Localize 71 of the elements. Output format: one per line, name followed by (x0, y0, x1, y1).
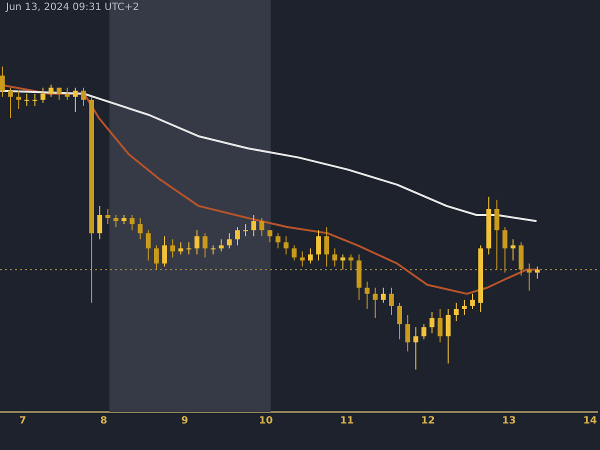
candlestick (130, 214, 135, 231)
x-tick-label: 7 (19, 416, 26, 427)
candlestick (202, 232, 208, 258)
x-tick-label: 12 (420, 416, 435, 427)
candlestick (64, 87, 70, 100)
candlestick (372, 287, 378, 319)
candlestick (300, 250, 305, 268)
candlestick (348, 254, 354, 270)
candlestick (235, 226, 240, 246)
candlestick (446, 308, 451, 364)
candlestick (454, 302, 459, 322)
x-tick-label: 9 (181, 416, 188, 427)
candlestick (97, 205, 102, 240)
candlestick (340, 254, 346, 270)
candlestick (462, 299, 467, 316)
candlestick (438, 308, 443, 343)
candlestick (380, 287, 386, 304)
x-tick-label: 13 (502, 416, 516, 427)
candlestick (210, 244, 216, 255)
candlestick (259, 218, 264, 237)
candlestick (470, 293, 475, 310)
candlestick (24, 93, 30, 106)
candlestick (138, 218, 143, 240)
candlestick (405, 314, 410, 352)
candlestick (267, 230, 272, 243)
candlestick (413, 326, 418, 370)
candlestick (226, 232, 232, 249)
candlestick (308, 248, 313, 264)
candlestick (81, 87, 86, 106)
candlestick (0, 66, 5, 98)
candlestick (316, 230, 321, 261)
candlestick (56, 87, 62, 100)
candlestick (251, 214, 256, 237)
candlestick (146, 230, 151, 261)
x-tick-label: 10 (258, 416, 273, 427)
candlestick (16, 90, 22, 110)
candlestick (122, 214, 126, 225)
candlestick (48, 84, 54, 98)
candlestick (113, 214, 118, 228)
candlestick (32, 93, 38, 106)
candlestick (154, 244, 159, 270)
candlestick (243, 224, 248, 237)
candlestick (389, 287, 394, 316)
x-tick-label: 14 (583, 416, 598, 427)
candlestick (72, 87, 78, 112)
candlestick (397, 302, 402, 340)
x-tick-label: 8 (100, 416, 108, 427)
candlestick (105, 208, 110, 225)
candlestick (178, 242, 184, 255)
x-tick-label: 11 (340, 416, 354, 427)
candlestick (218, 238, 224, 252)
candlestick (170, 238, 176, 258)
text: Jun 13, 2024 09:31 UTC+2 (6, 2, 140, 13)
candlestick (534, 266, 540, 280)
candlestick (292, 244, 297, 261)
candlestick (502, 226, 508, 274)
candlestick (194, 230, 200, 255)
candlestick (186, 242, 192, 255)
candlestick (526, 263, 532, 292)
candlestick (494, 199, 500, 270)
candlestick (364, 281, 370, 310)
candlestick (430, 311, 434, 334)
candlestick (40, 87, 46, 104)
candlestick (276, 232, 280, 249)
candlestick (421, 324, 426, 340)
candlestick (332, 248, 338, 268)
candlestick (510, 238, 516, 261)
candlestick (324, 226, 330, 268)
candlestick (162, 236, 167, 268)
candlestick (8, 87, 13, 119)
candlestick (284, 236, 289, 255)
